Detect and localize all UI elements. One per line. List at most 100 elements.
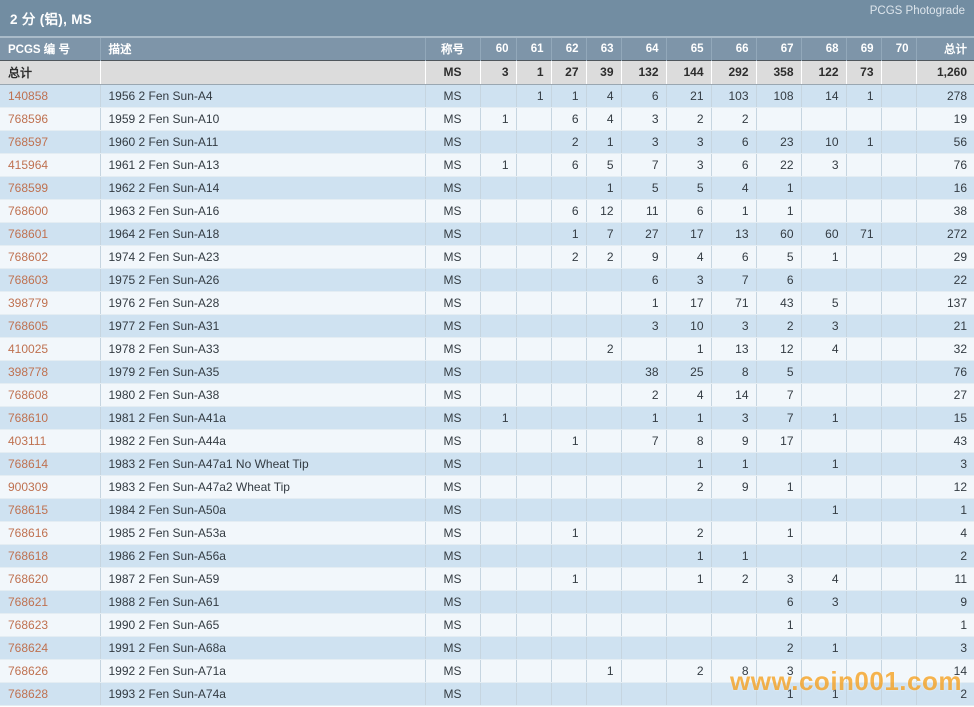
- pcgs-number-link[interactable]: 140858: [8, 88, 49, 103]
- grade-64-cell: [621, 337, 667, 361]
- grade-66-cell: 3: [711, 314, 757, 338]
- pcgs-number-link[interactable]: 768615: [8, 502, 49, 517]
- grade-67-cell: [756, 107, 802, 131]
- pcgs-number-link[interactable]: 768602: [8, 249, 49, 264]
- grade-60-cell: [480, 245, 517, 269]
- grade-61-cell: [516, 245, 552, 269]
- coin-description: 1961 2 Fen Sun-A13: [100, 153, 426, 177]
- pcgs-number-cell: 398778: [0, 360, 101, 384]
- grade-62-cell: 6: [551, 107, 587, 131]
- grade-68-cell: 1: [801, 452, 847, 476]
- coin-description: 1983 2 Fen Sun-A47a2 Wheat Tip: [100, 475, 426, 499]
- grade-60-cell: [480, 268, 517, 292]
- grade-68-cell: 14: [801, 84, 847, 108]
- pcgs-number-link[interactable]: 768623: [8, 617, 49, 632]
- grade-64-cell: [621, 498, 667, 522]
- row-total: 32: [916, 337, 974, 361]
- pcgs-number-link[interactable]: 768626: [8, 663, 49, 678]
- grade-62-cell: [551, 176, 587, 200]
- grade-62-cell: [551, 682, 587, 706]
- table-row: 768623 1990 2 Fen Sun-A65 MS 1 1: [0, 613, 974, 637]
- row-total: 2: [916, 682, 974, 706]
- grade-70-cell: [881, 222, 917, 246]
- grade-63-cell: 1: [586, 176, 622, 200]
- grade-63-cell: [586, 521, 622, 545]
- table-row: 768602 1974 2 Fen Sun-A23 MS 2 2 9 4 6 5…: [0, 245, 974, 269]
- pcgs-number-link[interactable]: 768597: [8, 134, 49, 149]
- pcgs-number-link[interactable]: 398779: [8, 295, 49, 310]
- pcgs-number-link[interactable]: 768600: [8, 203, 49, 218]
- grade-65-cell: 1: [666, 337, 712, 361]
- grade-68-cell: [801, 475, 847, 499]
- grade-68-cell: 1: [801, 636, 847, 660]
- grade-68-cell: 5: [801, 291, 847, 315]
- pcgs-number-link[interactable]: 768616: [8, 525, 49, 540]
- pcgs-number-cell: 415964: [0, 153, 101, 177]
- grade-69-cell: [846, 314, 882, 338]
- pcgs-number-link[interactable]: 768610: [8, 410, 49, 425]
- coin-description: 1959 2 Fen Sun-A10: [100, 107, 426, 131]
- grade-60-cell: [480, 222, 517, 246]
- totals-grade-64: 132: [621, 59, 667, 85]
- grade-69-cell: [846, 659, 882, 683]
- grade-65-cell: 17: [666, 291, 712, 315]
- grade-68-cell: [801, 199, 847, 223]
- grade-70-cell: [881, 291, 917, 315]
- grade-67-cell: 1: [756, 176, 802, 200]
- grade-63-cell: [586, 544, 622, 568]
- pcgs-number-link[interactable]: 768628: [8, 686, 49, 701]
- pcgs-number-link[interactable]: 768601: [8, 226, 49, 241]
- grade-62-cell: 1: [551, 84, 587, 108]
- pcgs-number-link[interactable]: 768618: [8, 548, 49, 563]
- coin-description: 1984 2 Fen Sun-A50a: [100, 498, 426, 522]
- designation-cell: MS: [425, 360, 481, 384]
- grade-63-cell: [586, 452, 622, 476]
- grade-70-cell: [881, 360, 917, 384]
- pcgs-number-cell: 768608: [0, 383, 101, 407]
- pcgs-number-link[interactable]: 768596: [8, 111, 49, 126]
- grade-66-cell: 9: [711, 475, 757, 499]
- pcgs-number-cell: 768623: [0, 613, 101, 637]
- designation-cell: MS: [425, 314, 481, 338]
- pcgs-number-link[interactable]: 415964: [8, 157, 49, 172]
- pcgs-number-link[interactable]: 768620: [8, 571, 49, 586]
- grade-69-cell: [846, 682, 882, 706]
- coin-description: 1981 2 Fen Sun-A41a: [100, 406, 426, 430]
- grade-61-cell: [516, 360, 552, 384]
- row-total: 76: [916, 153, 974, 177]
- grade-61-cell: [516, 613, 552, 637]
- pcgs-number-cell: 768626: [0, 659, 101, 683]
- grade-68-cell: 10: [801, 130, 847, 154]
- grade-60-cell: [480, 314, 517, 338]
- grade-64-cell: [621, 544, 667, 568]
- pcgs-number-link[interactable]: 768605: [8, 318, 49, 333]
- grade-67-cell: 1: [756, 682, 802, 706]
- grade-64-cell: 7: [621, 153, 667, 177]
- grade-64-cell: [621, 682, 667, 706]
- pcgs-number-link[interactable]: 768603: [8, 272, 49, 287]
- designation-cell: MS: [425, 544, 481, 568]
- grade-66-cell: [711, 613, 757, 637]
- pcgs-number-link[interactable]: 768624: [8, 640, 49, 655]
- pcgs-number-link[interactable]: 768599: [8, 180, 49, 195]
- grade-64-cell: 11: [621, 199, 667, 223]
- grade-65-cell: 3: [666, 153, 712, 177]
- population-table: PCGS 编 号 描述 称号 60 61 62 63 64 65 66 67 6…: [0, 38, 974, 706]
- pcgs-number-link[interactable]: 410025: [8, 341, 49, 356]
- pcgs-number-link[interactable]: 900309: [8, 479, 49, 494]
- grade-62-cell: [551, 636, 587, 660]
- pcgs-number-link[interactable]: 768608: [8, 387, 49, 402]
- pcgs-number-link[interactable]: 768614: [8, 456, 49, 471]
- pcgs-number-link[interactable]: 398778: [8, 364, 49, 379]
- grade-66-cell: 8: [711, 659, 757, 683]
- totals-row: 总计 MS 3 1 27 39 132 144 292 358 122 73 1…: [0, 59, 974, 85]
- grade-70-cell: [881, 245, 917, 269]
- grade-62-cell: [551, 291, 587, 315]
- pcgs-number-link[interactable]: 403111: [8, 433, 47, 448]
- grade-64-cell: [621, 613, 667, 637]
- grade-61-cell: [516, 429, 552, 453]
- grade-68-cell: [801, 613, 847, 637]
- grade-70-cell: [881, 475, 917, 499]
- grade-68-cell: 3: [801, 590, 847, 614]
- pcgs-number-link[interactable]: 768621: [8, 594, 49, 609]
